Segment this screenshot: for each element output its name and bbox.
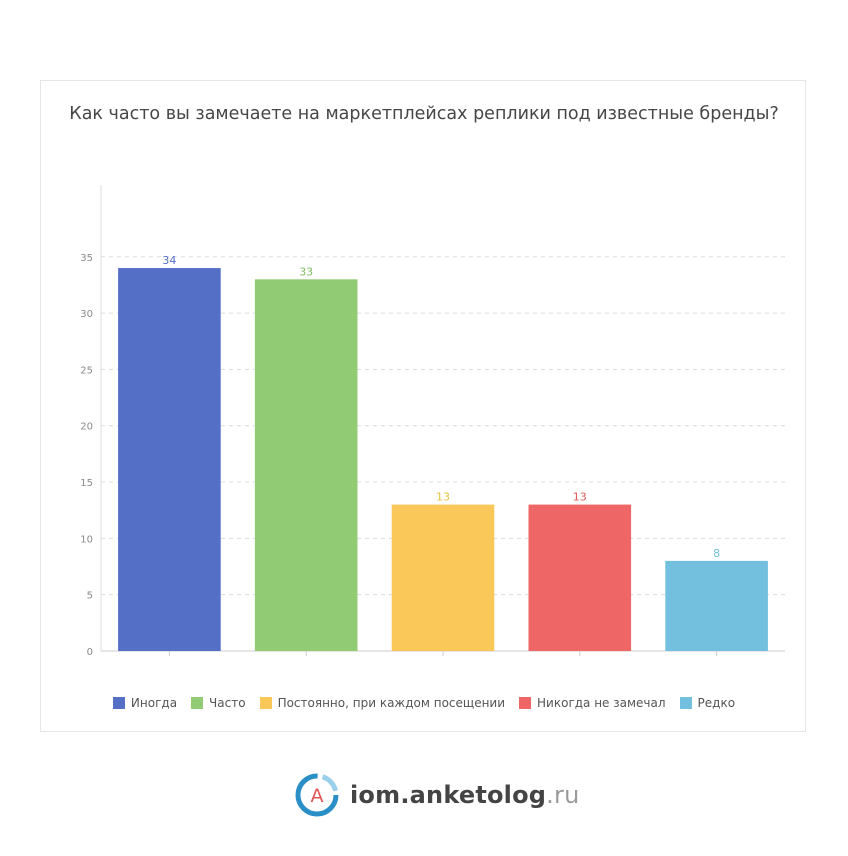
bar (665, 560, 768, 651)
legend-label: Никогда не замечал (537, 696, 666, 710)
chart-card: Как часто вы замечаете на маркетплейсах … (40, 80, 806, 732)
chart-title: Как часто вы замечаете на маркетплейсах … (69, 104, 779, 124)
y-tick-label: 0 (87, 647, 93, 658)
y-tick-label: 15 (80, 478, 93, 489)
bar (254, 279, 358, 651)
chart-legend: Иногда Часто Постоянно, при каждом посещен… (41, 693, 807, 713)
y-tick-label: 20 (80, 422, 93, 433)
bar (528, 504, 632, 651)
y-tick-label: 25 (80, 365, 93, 376)
anketolog-logo[interactable]: А iom.anketolog.ru (294, 772, 579, 818)
legend-item[interactable]: Иногда (112, 696, 178, 710)
legend-swatch (191, 697, 204, 709)
legend-label: Постоянно, при каждом посещении (277, 696, 506, 710)
data-label: 13 (573, 491, 587, 504)
brand-suffix: .ru (546, 781, 580, 809)
bar (391, 504, 495, 651)
y-tick-label: 35 (80, 253, 93, 264)
legend-item[interactable]: Постоянно, при каждом посещении (259, 696, 506, 710)
legend-label: Редко (697, 696, 736, 710)
logo-letter: А (311, 785, 324, 807)
legend-label: Часто (209, 696, 246, 710)
legend-swatch (519, 697, 532, 709)
brand-name: iom.anketolog.ru (350, 781, 579, 809)
data-label: 34 (162, 254, 176, 267)
y-tick-label: 30 (80, 309, 93, 320)
legend-swatch (259, 697, 272, 709)
legend-item[interactable]: Никогда не замечал (519, 696, 666, 710)
legend-swatch (679, 697, 692, 709)
legend-item[interactable]: Редко (679, 696, 736, 710)
data-label: 33 (299, 265, 313, 278)
bar-chart: 0 5 10 15 20 25 30 35 34 33 13 13 8 (80, 185, 785, 658)
y-tick-label: 10 (80, 534, 93, 545)
data-label: 13 (436, 491, 450, 504)
legend-label: Иногда (130, 696, 178, 710)
y-tick-label: 5 (87, 591, 93, 602)
anketolog-logo-icon: А (295, 773, 339, 817)
data-label: 8 (713, 547, 720, 560)
bar (118, 268, 221, 651)
brand-main: iom.anketolog (350, 781, 547, 809)
legend-item[interactable]: Часто (191, 696, 246, 710)
legend-swatch (112, 697, 125, 709)
